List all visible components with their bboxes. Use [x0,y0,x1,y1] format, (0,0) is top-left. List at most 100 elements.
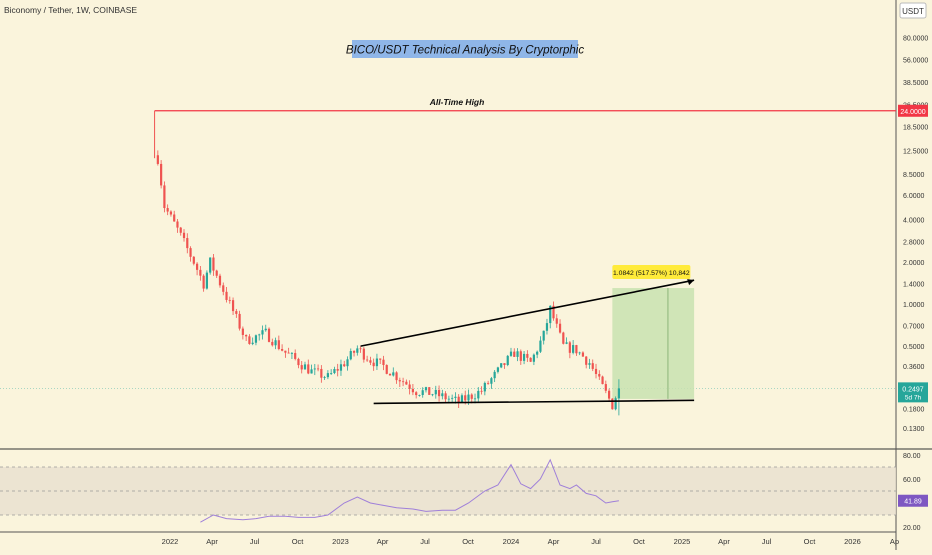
candle[interactable] [444,393,447,400]
candle[interactable] [405,381,408,385]
candle[interactable] [372,362,375,367]
candle[interactable] [434,389,437,395]
candle[interactable] [241,328,244,335]
candle[interactable] [310,369,313,374]
candle[interactable] [555,318,558,324]
candle[interactable] [307,364,310,374]
candle[interactable] [182,232,186,239]
candle[interactable] [323,377,326,378]
candle[interactable] [192,256,195,264]
candle[interactable] [424,387,428,391]
candle[interactable] [166,208,169,212]
candle[interactable] [176,221,179,228]
candle[interactable] [477,390,480,399]
candle[interactable] [549,305,552,324]
candle[interactable] [408,384,411,389]
candle[interactable] [588,363,591,365]
candle[interactable] [506,355,509,365]
candle[interactable] [271,341,274,346]
candle[interactable] [320,368,323,378]
candle[interactable] [470,394,473,399]
candle[interactable] [290,353,294,354]
candle[interactable] [539,340,542,352]
candle[interactable] [222,285,225,292]
candle[interactable] [532,354,535,362]
candle[interactable] [428,387,431,395]
candle[interactable] [228,299,231,301]
candle[interactable] [303,364,307,370]
candles[interactable] [156,150,621,416]
candle[interactable] [565,342,568,344]
candle[interactable] [156,155,159,164]
candle[interactable] [418,395,421,396]
candle[interactable] [195,263,199,270]
candle[interactable] [186,238,189,249]
candle[interactable] [349,351,352,360]
candle[interactable] [598,373,601,377]
candle[interactable] [392,372,395,376]
candle[interactable] [509,351,513,356]
candle[interactable] [398,380,401,382]
candle[interactable] [284,350,287,353]
target-zone[interactable] [612,288,695,399]
candle[interactable] [343,364,346,367]
candle[interactable] [401,381,405,383]
candle[interactable] [500,363,503,368]
candle[interactable] [513,351,516,357]
ath-line-group[interactable]: All-Time High [154,97,896,159]
candle[interactable] [169,211,173,215]
candle[interactable] [235,311,238,314]
candle[interactable] [385,365,388,374]
candle[interactable] [297,358,300,366]
candle[interactable] [614,398,617,410]
candle[interactable] [261,330,264,335]
candle[interactable] [575,345,578,354]
candle[interactable] [163,185,166,209]
candle[interactable] [411,388,415,393]
candle[interactable] [362,348,365,360]
candle[interactable] [245,334,248,337]
candle[interactable] [251,342,254,344]
channel-lower-line[interactable] [373,399,695,405]
candle[interactable] [594,368,598,374]
candle[interactable] [294,353,297,359]
candle[interactable] [464,395,467,401]
candle[interactable] [460,395,464,403]
candle[interactable] [526,353,529,358]
candle[interactable] [441,393,444,397]
candle[interactable] [522,353,526,361]
candle[interactable] [483,382,486,392]
candle[interactable] [189,248,192,257]
candle[interactable] [496,367,500,372]
candle[interactable] [336,369,339,371]
candle[interactable] [316,368,320,370]
candle[interactable] [454,396,457,398]
candle[interactable] [585,356,588,365]
candle[interactable] [552,305,555,319]
candle[interactable] [558,323,562,333]
candle[interactable] [487,382,490,384]
candle[interactable] [300,365,303,370]
candle[interactable] [281,348,284,351]
candle[interactable] [254,335,258,343]
candle[interactable] [209,257,212,273]
candle[interactable] [326,373,329,378]
candle[interactable] [545,323,549,331]
candle[interactable] [215,270,218,276]
candle[interactable] [160,163,163,186]
candle[interactable] [611,398,614,410]
candle[interactable] [493,371,496,379]
candle[interactable] [604,384,607,391]
candle[interactable] [490,378,493,384]
candle[interactable] [205,272,209,289]
candle[interactable] [581,352,585,357]
candle[interactable] [287,352,290,354]
candle[interactable] [225,291,228,300]
candle[interactable] [421,390,424,396]
candle[interactable] [359,348,362,350]
target-projection[interactable]: 1.0842 (517.57%) 10,842 [612,265,695,399]
rsi-line[interactable] [200,458,619,523]
candle[interactable] [388,373,392,376]
channel-lines[interactable] [360,279,695,405]
